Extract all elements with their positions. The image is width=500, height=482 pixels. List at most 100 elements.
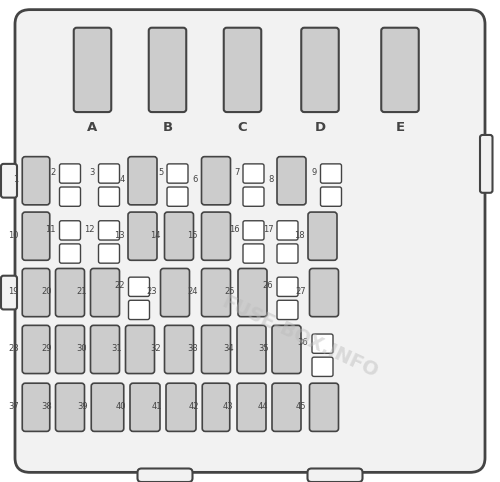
- FancyBboxPatch shape: [320, 187, 342, 206]
- FancyBboxPatch shape: [60, 187, 80, 206]
- FancyBboxPatch shape: [1, 164, 17, 198]
- FancyBboxPatch shape: [312, 334, 333, 353]
- Text: 1: 1: [14, 175, 19, 184]
- FancyBboxPatch shape: [90, 268, 120, 317]
- Text: 43: 43: [223, 402, 234, 411]
- FancyBboxPatch shape: [164, 325, 194, 374]
- FancyBboxPatch shape: [60, 164, 80, 183]
- FancyBboxPatch shape: [277, 300, 298, 320]
- FancyBboxPatch shape: [22, 383, 50, 431]
- Text: 13: 13: [114, 231, 124, 240]
- FancyBboxPatch shape: [312, 357, 333, 376]
- FancyBboxPatch shape: [167, 187, 188, 206]
- Text: B: B: [162, 121, 172, 134]
- FancyBboxPatch shape: [272, 383, 301, 431]
- Text: 21: 21: [76, 287, 87, 296]
- FancyBboxPatch shape: [202, 383, 230, 431]
- FancyBboxPatch shape: [243, 221, 264, 240]
- FancyBboxPatch shape: [74, 28, 111, 112]
- FancyBboxPatch shape: [128, 157, 157, 205]
- Text: 26: 26: [263, 281, 274, 290]
- Text: 44: 44: [258, 402, 268, 411]
- FancyBboxPatch shape: [277, 277, 298, 296]
- Text: 3: 3: [90, 168, 95, 177]
- FancyBboxPatch shape: [202, 325, 230, 374]
- Text: FUSE-BOX.INFO: FUSE-BOX.INFO: [218, 293, 382, 382]
- Text: 24: 24: [188, 287, 198, 296]
- Text: 41: 41: [152, 402, 162, 411]
- Text: 37: 37: [8, 402, 19, 411]
- Text: 18: 18: [294, 231, 304, 240]
- FancyBboxPatch shape: [277, 157, 306, 205]
- FancyBboxPatch shape: [98, 187, 119, 206]
- Text: 39: 39: [77, 402, 88, 411]
- FancyBboxPatch shape: [56, 325, 84, 374]
- FancyBboxPatch shape: [277, 221, 298, 240]
- Text: 29: 29: [42, 344, 52, 353]
- FancyBboxPatch shape: [56, 383, 84, 431]
- Text: 20: 20: [42, 287, 52, 296]
- Text: E: E: [396, 121, 404, 134]
- FancyBboxPatch shape: [167, 164, 188, 183]
- FancyBboxPatch shape: [138, 469, 192, 482]
- FancyBboxPatch shape: [128, 277, 150, 296]
- Text: 38: 38: [42, 402, 52, 411]
- FancyBboxPatch shape: [243, 244, 264, 263]
- FancyBboxPatch shape: [98, 244, 119, 263]
- FancyBboxPatch shape: [166, 383, 196, 431]
- FancyBboxPatch shape: [126, 325, 154, 374]
- Text: 34: 34: [223, 344, 234, 353]
- FancyBboxPatch shape: [22, 325, 50, 374]
- FancyBboxPatch shape: [224, 28, 261, 112]
- FancyBboxPatch shape: [149, 28, 186, 112]
- FancyBboxPatch shape: [238, 268, 267, 317]
- Text: 14: 14: [150, 231, 161, 240]
- Text: 31: 31: [112, 344, 122, 353]
- FancyBboxPatch shape: [320, 164, 342, 183]
- FancyBboxPatch shape: [60, 244, 80, 263]
- Text: C: C: [238, 121, 248, 134]
- Text: 19: 19: [8, 287, 19, 296]
- FancyBboxPatch shape: [90, 325, 120, 374]
- FancyBboxPatch shape: [272, 325, 301, 374]
- Text: 35: 35: [258, 344, 268, 353]
- Text: 27: 27: [296, 287, 306, 296]
- Text: 4: 4: [119, 175, 124, 184]
- FancyBboxPatch shape: [128, 300, 150, 320]
- Text: 25: 25: [224, 287, 234, 296]
- FancyBboxPatch shape: [480, 135, 492, 193]
- Text: 6: 6: [192, 175, 198, 184]
- FancyBboxPatch shape: [237, 325, 266, 374]
- Text: 10: 10: [8, 231, 19, 240]
- FancyBboxPatch shape: [98, 221, 119, 240]
- Text: 30: 30: [76, 344, 87, 353]
- FancyBboxPatch shape: [164, 212, 194, 260]
- Text: 17: 17: [263, 225, 274, 234]
- Text: 45: 45: [296, 402, 306, 411]
- Text: 11: 11: [46, 225, 56, 234]
- FancyBboxPatch shape: [56, 268, 84, 317]
- FancyBboxPatch shape: [202, 157, 230, 205]
- Text: 7: 7: [234, 168, 239, 177]
- FancyBboxPatch shape: [1, 276, 17, 309]
- FancyBboxPatch shape: [202, 212, 230, 260]
- FancyBboxPatch shape: [308, 469, 362, 482]
- FancyBboxPatch shape: [243, 187, 264, 206]
- Text: 36: 36: [298, 338, 308, 347]
- FancyBboxPatch shape: [277, 244, 298, 263]
- FancyBboxPatch shape: [301, 28, 339, 112]
- Text: 22: 22: [114, 281, 125, 290]
- FancyBboxPatch shape: [22, 268, 50, 317]
- FancyBboxPatch shape: [382, 28, 419, 112]
- Text: 42: 42: [188, 402, 198, 411]
- Text: 40: 40: [116, 402, 126, 411]
- FancyBboxPatch shape: [310, 383, 338, 431]
- FancyBboxPatch shape: [243, 164, 264, 183]
- Text: 8: 8: [268, 175, 274, 184]
- Text: A: A: [88, 121, 98, 134]
- FancyBboxPatch shape: [308, 212, 337, 260]
- Text: D: D: [314, 121, 326, 134]
- Text: 28: 28: [8, 344, 19, 353]
- FancyBboxPatch shape: [60, 221, 80, 240]
- Text: 9: 9: [312, 168, 317, 177]
